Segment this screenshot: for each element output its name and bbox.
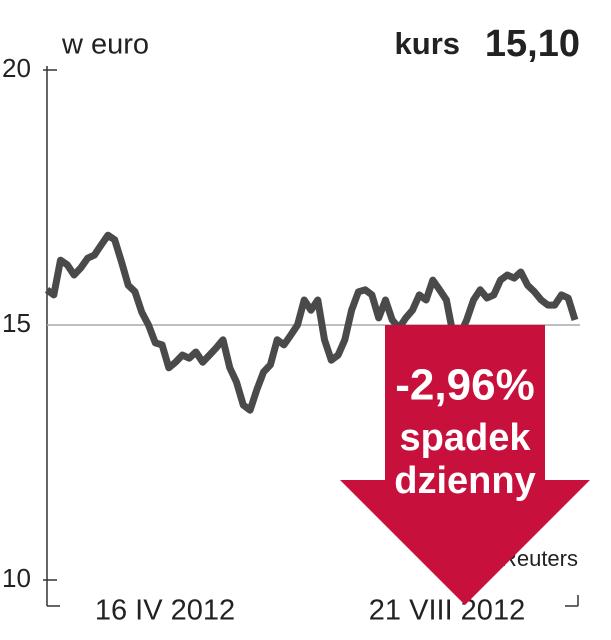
change-text: dzienny [394,460,535,502]
price-value: 15,10 [485,23,580,65]
unit-label: w euro [61,29,149,61]
change-value: -2,96% [395,361,534,410]
y-tick-label: 15 [2,308,31,338]
change-text: spadek [400,417,532,459]
y-tick-label: 10 [2,563,31,593]
y-tick-label: 20 [2,53,31,83]
down-arrow [340,325,590,605]
price-label: kurs [395,26,460,61]
x-range-label: 21 VIII 2012 [369,595,525,627]
price-line [44,231,579,414]
x-range-label: 16 IV 2012 [95,595,235,627]
